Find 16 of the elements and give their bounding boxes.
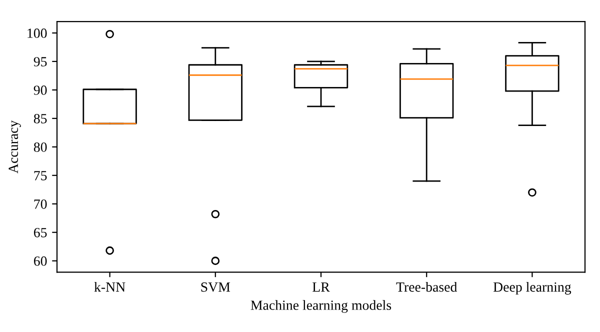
y-tick-label: 65 xyxy=(34,228,47,238)
x-tick-label: SVM xyxy=(201,282,230,292)
y-tick-label: 95 xyxy=(34,57,47,66)
x-tick-label: k-NN xyxy=(94,282,126,292)
y-axis-title: Accuracy xyxy=(8,120,21,174)
x-tick-label: Deep learning xyxy=(493,282,572,295)
x-axis-title: Machine learning models xyxy=(250,300,392,313)
y-tick-label: 80 xyxy=(34,142,47,152)
y-tick-label: 90 xyxy=(34,86,47,95)
y-tick-label: 85 xyxy=(34,114,47,124)
y-tick-label: 70 xyxy=(34,199,47,209)
x-tick-label: LR xyxy=(312,282,330,292)
y-tick-label: 60 xyxy=(34,256,47,266)
y-tick-label: 75 xyxy=(34,171,47,180)
y-tick-label: 100 xyxy=(28,28,47,38)
x-tick-label: Tree-based xyxy=(396,282,458,292)
